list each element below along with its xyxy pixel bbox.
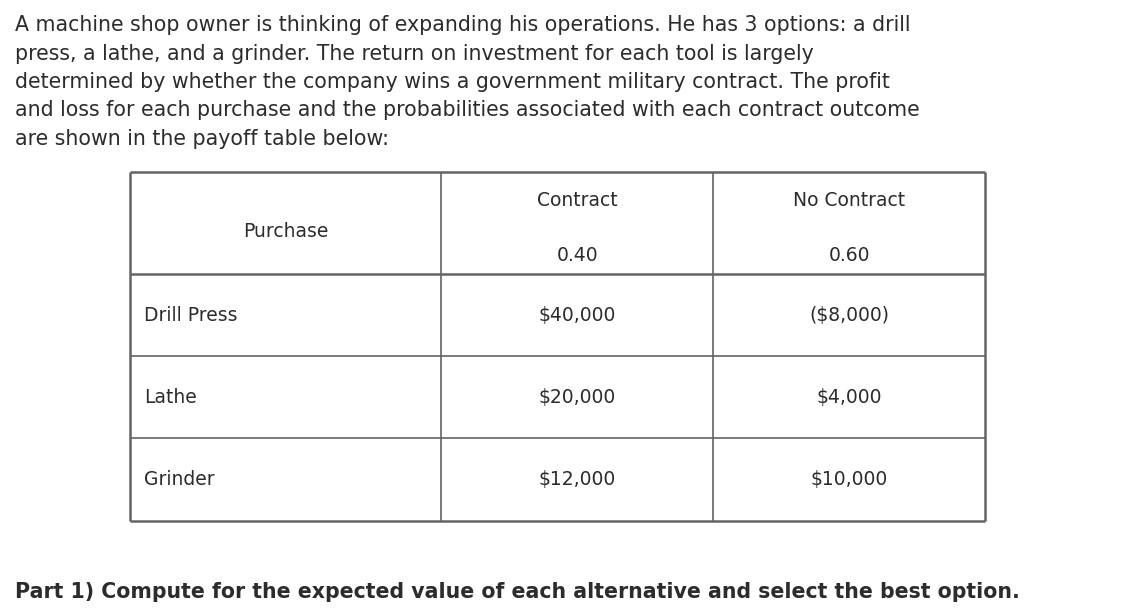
Text: 0.40: 0.40 [557, 246, 598, 265]
Text: Purchase: Purchase [243, 222, 328, 241]
Text: $4,000: $4,000 [816, 388, 882, 407]
Text: Lathe: Lathe [144, 388, 197, 407]
Text: A machine shop owner is thinking of expanding his operations. He has 3 options: : A machine shop owner is thinking of expa… [15, 15, 919, 148]
Text: Part 1) Compute for the expected value of each alternative and select the best o: Part 1) Compute for the expected value o… [15, 583, 1020, 602]
Text: 0.60: 0.60 [829, 246, 869, 265]
Text: ($8,000): ($8,000) [809, 306, 889, 325]
Text: No Contract: No Contract [792, 192, 906, 211]
Text: Contract: Contract [537, 192, 618, 211]
Text: $12,000: $12,000 [539, 470, 616, 489]
Text: $20,000: $20,000 [539, 388, 616, 407]
Text: $40,000: $40,000 [539, 306, 616, 325]
Text: $10,000: $10,000 [811, 470, 887, 489]
Text: Drill Press: Drill Press [144, 306, 238, 325]
Text: Grinder: Grinder [144, 470, 214, 489]
